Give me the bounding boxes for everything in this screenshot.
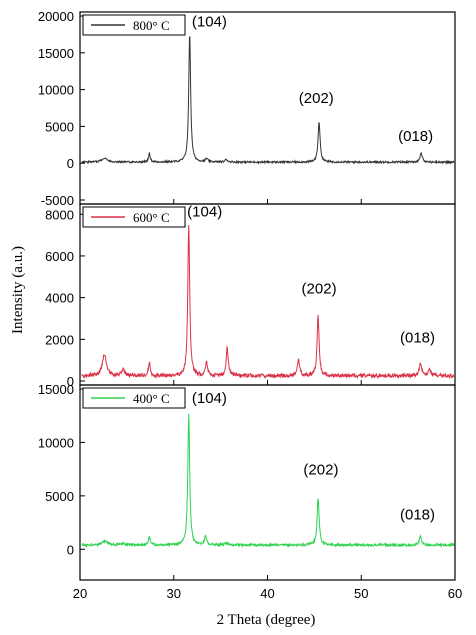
- y-tick-label: -5000: [41, 193, 74, 208]
- y-tick-label: 10000: [38, 83, 74, 98]
- panel-frame: [79, 11, 456, 205]
- legend-box: [82, 14, 186, 36]
- x-tick-label: 60: [448, 586, 462, 601]
- peak-annotation: (018): [398, 128, 433, 145]
- peak-annotation: (202): [299, 90, 334, 107]
- y-tick-label: 0: [67, 374, 74, 389]
- panel-frame: [79, 384, 456, 581]
- peak-annotation: (202): [302, 280, 337, 297]
- x-tick-label: 30: [167, 586, 181, 601]
- legend-label: 600° C: [133, 210, 170, 225]
- peak-annotation: (104): [187, 203, 222, 220]
- y-tick-label: 5000: [45, 119, 74, 134]
- y-tick-label: 2000: [45, 332, 74, 347]
- y-tick-label: 6000: [45, 249, 74, 264]
- series-line: [81, 225, 455, 380]
- y-axis-label: Intensity (a.u.): [10, 246, 26, 334]
- y-tick-label: 5000: [45, 489, 74, 504]
- y-tick-label: 10000: [38, 435, 74, 450]
- y-tick-label: 0: [67, 542, 74, 557]
- series-line: [81, 413, 455, 548]
- y-tick-label: 20000: [38, 9, 74, 24]
- series-line: [81, 36, 455, 165]
- legend-box: [82, 387, 186, 409]
- legend-box: [82, 206, 186, 228]
- peak-annotation: (018): [400, 506, 435, 523]
- x-axis-label: 2 Theta (degree): [217, 612, 316, 628]
- panel-2: 0 2000 4000 6000 8000 (104) (202) (018) 600° C: [45, 203, 456, 389]
- peak-annotation: (104): [192, 390, 227, 407]
- peak-annotation: (018): [400, 329, 435, 346]
- peak-annotation: (202): [303, 461, 338, 478]
- legend-label: 800° C: [133, 18, 170, 33]
- y-tick-label: 8000: [45, 207, 74, 222]
- legend-label: 400° C: [133, 391, 170, 406]
- y-tick-label: 0: [67, 156, 74, 171]
- y-tick-label: 4000: [45, 291, 74, 306]
- x-tick-label: 40: [260, 586, 274, 601]
- x-tick-label: 20: [73, 586, 87, 601]
- panel-3: 0 5000 10000 15000 20 30 40 50 60 (104) (202) (018)…: [38, 382, 462, 601]
- x-tick-label: 50: [354, 586, 368, 601]
- y-tick-label: 15000: [38, 382, 74, 397]
- panel-frame: [79, 203, 456, 386]
- y-tick-label: 15000: [38, 46, 74, 61]
- peak-annotation: (104): [192, 13, 227, 30]
- panel-1: -5000 0 5000 10000 15000 20000 (104) (202) (018)…: [38, 9, 456, 208]
